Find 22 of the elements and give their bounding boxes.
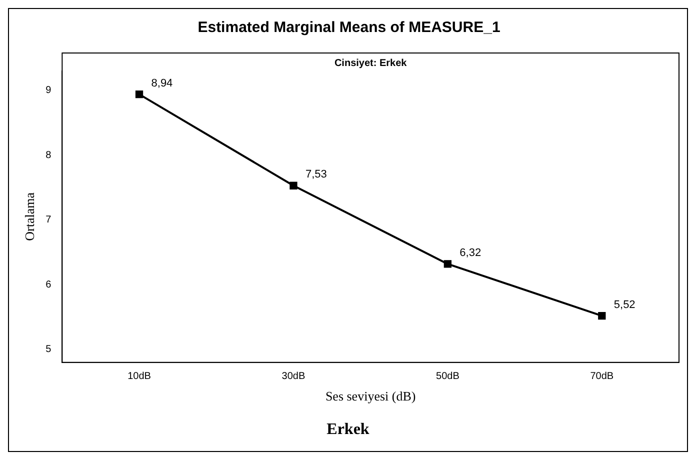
chart-title: Estimated Marginal Means of MEASURE_1	[198, 19, 500, 36]
data-label: 5,52	[614, 298, 636, 311]
y-tick-label: 9	[46, 85, 52, 96]
y-tick-label: 7	[46, 214, 52, 226]
y-tick-label: 6	[46, 279, 52, 290]
y-axis-title: Ortalama	[22, 192, 38, 241]
data-label: 8,94	[151, 77, 173, 90]
y-tick-label: 5	[46, 344, 52, 356]
text: Erkek	[326, 421, 370, 439]
point	[290, 182, 298, 190]
y-tick-label: 8	[46, 150, 52, 161]
chart-subtitle: Cinsiyet: Erkek	[334, 58, 408, 69]
x-axis-title: Ses seviyesi (dB)	[325, 388, 416, 404]
x-tick-label: 70dB	[590, 371, 614, 382]
point	[444, 260, 452, 268]
x-tick-label: 30dB	[282, 371, 306, 382]
point	[598, 312, 606, 320]
x-tick-label: 10dB	[128, 371, 152, 382]
data-label: 6,32	[460, 246, 482, 259]
data-label: 7,53	[305, 168, 327, 181]
x-tick-label: 50dB	[436, 371, 460, 382]
point	[135, 90, 144, 98]
